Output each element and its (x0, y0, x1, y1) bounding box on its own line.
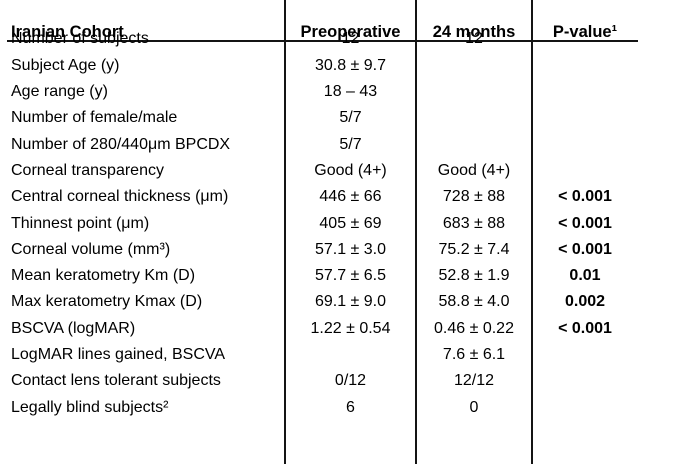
preoperative-value: 18 – 43 (323, 83, 378, 101)
p-value (532, 394, 638, 420)
row-label: Number of subjects (11, 30, 149, 48)
preoperative-value: 1.22 ± 0.54 (310, 319, 391, 337)
preoperative-value: 57.1 ± 3.0 (314, 240, 387, 258)
header-24-months: 24 months (432, 22, 516, 41)
p-value (532, 158, 638, 184)
p-value (532, 342, 638, 368)
24-months-value: 728 ± 88 (442, 188, 506, 206)
p-value (532, 368, 638, 394)
preoperative-value: 12 (341, 30, 360, 48)
preoperative-value: 69.1 ± 9.0 (314, 293, 387, 311)
24-months-value: 683 ± 88 (442, 214, 506, 232)
p-value: 0.01 (569, 267, 601, 285)
header-preoperative: Preoperative (300, 22, 401, 41)
preoperative-value: 0/12 (334, 372, 367, 390)
preoperative-value: 446 ± 66 (319, 188, 382, 206)
24-months-value (416, 79, 532, 105)
24-months-value: 52.8 ± 1.9 (438, 267, 510, 285)
p-value (532, 53, 638, 79)
row-label: Central corneal thickness (μm) (11, 188, 229, 206)
24-months-value (416, 105, 532, 131)
row-label: BSCVA (logMAR) (11, 319, 136, 337)
p-value (532, 79, 638, 105)
row-label: Age range (y) (11, 83, 108, 101)
row-label: LogMAR lines gained, BSCVA (11, 346, 226, 363)
column-divider-3 (531, 0, 533, 464)
24-months-value: 0 (469, 398, 479, 416)
24-months-value: 7.6 ± 6.1 (442, 346, 506, 363)
row-label: Number of female/male (11, 109, 178, 127)
row-label: Corneal transparency (11, 161, 164, 179)
preoperative-value: 5/7 (339, 109, 362, 127)
p-value: < 0.001 (558, 214, 612, 232)
preoperative-value: 6 (346, 398, 355, 416)
24-months-value: Good (4+) (437, 161, 511, 179)
row-label: Thinnest point (μm) (11, 214, 150, 232)
column-divider-1 (284, 0, 286, 464)
preoperative-value: 57.7 ± 6.5 (314, 267, 387, 285)
p-value: 0.002 (564, 293, 606, 311)
row-label: Number of 280/440μm BPCDX (11, 135, 231, 153)
24-months-value: 12 (465, 30, 483, 48)
preoperative-value: 405 ± 69 (319, 214, 382, 232)
header-cohort: Iranian Cohort (11, 22, 124, 41)
p-value: < 0.001 (558, 319, 612, 337)
preoperative-value (285, 342, 416, 368)
row-label: Max keratometry Kmax (D) (11, 293, 203, 311)
preoperative-value: Good (4+) (314, 161, 387, 179)
p-value: < 0.001 (558, 240, 612, 258)
row-label: Subject Age (y) (11, 56, 120, 74)
preoperative-value: 30.8 ± 9.7 (314, 56, 387, 74)
24-months-value: 12/12 (453, 372, 495, 390)
24-months-value: 75.2 ± 7.4 (438, 240, 510, 258)
header-underline (7, 40, 638, 42)
24-months-value: 58.8 ± 4.0 (438, 293, 510, 311)
p-value (532, 105, 638, 131)
row-label: Contact lens tolerant subjects (11, 372, 221, 390)
preoperative-value: 5/7 (339, 135, 362, 153)
row-label: Mean keratometry Km (D) (11, 267, 196, 285)
p-value (532, 26, 638, 52)
header-p-value: P-value¹ (552, 22, 618, 41)
24-months-value (416, 131, 532, 157)
cohort-results-table: Iranian Cohort Preoperative 24 months P-… (11, 22, 638, 420)
24-months-value: 0.46 ± 0.22 (434, 319, 514, 337)
column-divider-2 (415, 0, 417, 464)
p-value (532, 131, 638, 157)
24-months-value (416, 53, 532, 79)
row-label: Corneal volume (mm³) (11, 240, 171, 258)
row-label: Legally blind subjects² (11, 398, 169, 416)
p-value: < 0.001 (558, 188, 612, 206)
